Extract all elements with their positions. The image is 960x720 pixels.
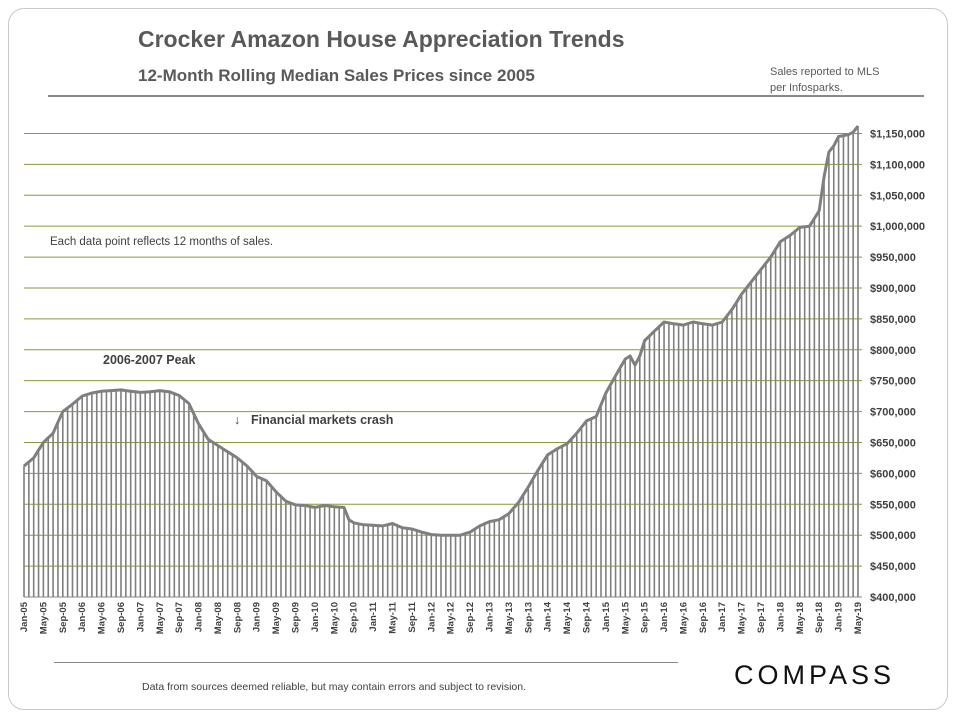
x-tick-label: Jan-18 (775, 602, 786, 632)
x-tick-label: May-18 (795, 602, 806, 634)
x-tick-label: Sep-16 (698, 602, 709, 633)
x-tick-label: Jan-12 (426, 602, 437, 632)
header-divider (48, 95, 924, 97)
y-tick-label: $700,000 (870, 407, 916, 419)
slide-frame (8, 8, 948, 710)
x-tick-label: Sep-05 (58, 601, 69, 633)
x-tick-label: May-19 (853, 602, 864, 634)
x-tick-label: Sep-06 (116, 602, 127, 633)
y-tick-label: $1,150,000 (870, 128, 925, 140)
x-tick-label: Sep-07 (174, 602, 185, 633)
x-tick-label: May-13 (504, 602, 515, 634)
y-tick-label: $900,000 (870, 283, 916, 295)
y-tick-label: $550,000 (870, 499, 916, 511)
x-tick-label: Jan-10 (310, 602, 321, 632)
x-tick-label: May-10 (329, 602, 340, 634)
note-annotation: Each data point reflects 12 months of sa… (50, 236, 273, 248)
x-tick-label: Jan-05 (19, 601, 30, 632)
footer-divider (54, 662, 678, 663)
y-tick-label: $600,000 (870, 468, 916, 480)
x-tick-label: Sep-14 (581, 601, 592, 633)
x-tick-label: Sep-08 (232, 602, 243, 633)
x-tick-label: Jan-08 (194, 602, 205, 632)
source-note-line2: per Infosparks. (770, 82, 843, 94)
crash-annotation: Financial markets crash (251, 413, 393, 427)
x-axis-labels: Jan-05 May-05 Sep-05 Jan-06 May-06 Sep-06 Jan-… (19, 601, 864, 634)
x-tick-label: Sep-13 (523, 602, 534, 633)
chart-title: Crocker Amazon House Appreciation Trends (138, 26, 625, 52)
source-note-line1: Sales reported to MLS (770, 66, 880, 78)
y-tick-label: $1,100,000 (870, 159, 925, 171)
y-tick-label: $450,000 (870, 561, 916, 573)
x-tick-label: Sep-17 (756, 602, 767, 633)
x-tick-label: May-17 (737, 602, 748, 634)
x-tick-label: Jan-13 (484, 602, 495, 632)
crash-arrow-icon: ↓ (234, 413, 240, 427)
y-axis-labels: $400,000 $450,000 $500,000 $550,000 $600,000… (870, 128, 925, 604)
x-tick-label: Jan-16 (659, 602, 670, 632)
x-tick-label: May-15 (620, 601, 631, 634)
disclaimer-text: Data from sources deemed reliable, but m… (142, 681, 527, 693)
x-tick-label: May-05 (38, 601, 49, 634)
y-tick-label: $1,050,000 (870, 190, 925, 202)
y-tick-label: $750,000 (870, 376, 916, 388)
x-tick-label: May-16 (678, 602, 689, 634)
x-tick-label: May-07 (155, 602, 166, 634)
compass-logo: COMPASS (734, 660, 896, 690)
x-tick-label: Sep-12 (465, 602, 476, 633)
y-tick-label: $400,000 (870, 592, 916, 604)
x-tick-label: May-06 (97, 602, 108, 634)
chart-subtitle: 12-Month Rolling Median Sales Prices sin… (138, 66, 535, 85)
median-price-line (23, 125, 860, 537)
x-tick-label: Jan-19 (834, 602, 845, 632)
x-tick-label: Jan-15 (601, 601, 612, 632)
x-tick-label: Jan-11 (368, 601, 379, 631)
x-tick-label: Jan-14 (543, 601, 554, 632)
x-tick-label: Jan-06 (77, 602, 88, 632)
x-tick-label: Jan-09 (252, 602, 263, 632)
x-tick-label: May-14 (562, 601, 573, 634)
x-tick-label: Sep-11 (407, 601, 418, 632)
data-bars (23, 126, 859, 597)
x-tick-label: Sep-09 (291, 602, 302, 633)
x-tick-label: Jan-17 (717, 602, 728, 632)
x-tick-label: Jan-07 (135, 602, 146, 632)
x-tick-label: May-09 (271, 602, 282, 634)
y-tick-label: $800,000 (870, 345, 916, 357)
y-tick-label: $1,000,000 (870, 221, 925, 233)
y-tick-label: $850,000 (870, 314, 916, 326)
x-tick-label: May-11 (388, 601, 399, 633)
x-tick-label: Sep-15 (640, 601, 651, 633)
y-tick-label: $950,000 (870, 252, 916, 264)
peak-annotation: 2006-2007 Peak (103, 353, 195, 367)
x-tick-label: Sep-18 (814, 602, 825, 633)
source-note: Sales reported to MLS per Infosparks. (770, 64, 879, 96)
y-tick-label: $650,000 (870, 437, 916, 449)
x-tick-label: Sep-10 (349, 602, 360, 633)
y-tick-label: $500,000 (870, 530, 916, 542)
x-tick-label: May-08 (213, 602, 224, 634)
x-tick-label: May-12 (446, 602, 457, 634)
